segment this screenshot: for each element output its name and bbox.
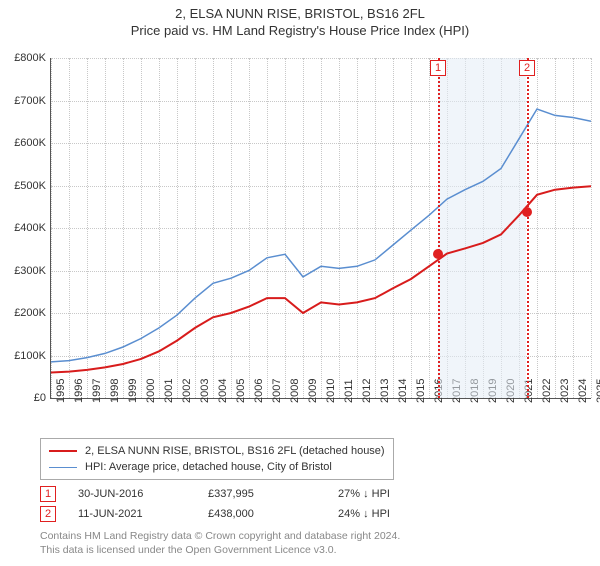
- legend-item: HPI: Average price, detached house, City…: [49, 459, 385, 475]
- y-axis-label: £200K: [14, 307, 46, 319]
- sale-row-badge: 2: [40, 506, 56, 522]
- legend-item: 2, ELSA NUNN RISE, BRISTOL, BS16 2FL (de…: [49, 443, 385, 459]
- sale-date: 11-JUN-2021: [78, 508, 208, 520]
- sale-delta: 24% ↓ HPI: [338, 508, 468, 520]
- sale-price: £337,995: [208, 488, 338, 500]
- sale-row: 1 30-JUN-2016£337,99527% ↓ HPI: [40, 484, 468, 504]
- sale-price: £438,000: [208, 508, 338, 520]
- sale-badge: 1: [430, 60, 446, 76]
- y-axis-label: £500K: [14, 180, 46, 192]
- legend: 2, ELSA NUNN RISE, BRISTOL, BS16 2FL (de…: [40, 438, 394, 480]
- legend-label: HPI: Average price, detached house, City…: [85, 461, 332, 473]
- y-axis-label: £100K: [14, 350, 46, 362]
- y-axis-label: £600K: [14, 137, 46, 149]
- credit-line: Contains HM Land Registry data © Crown c…: [40, 530, 400, 544]
- chart-title: 2, ELSA NUNN RISE, BRISTOL, BS16 2FL: [0, 6, 600, 21]
- legend-label: 2, ELSA NUNN RISE, BRISTOL, BS16 2FL (de…: [85, 445, 385, 457]
- y-axis-label: £0: [34, 392, 46, 404]
- sale-line: [438, 58, 440, 398]
- sale-date: 30-JUN-2016: [78, 488, 208, 500]
- y-axis-label: £300K: [14, 265, 46, 277]
- y-axis-label: £400K: [14, 222, 46, 234]
- credit-line: This data is licensed under the Open Gov…: [40, 544, 400, 558]
- sales-list: 1 30-JUN-2016£337,99527% ↓ HPI 2 11-JUN-202…: [40, 484, 468, 524]
- sale-row: 2 11-JUN-2021£438,00024% ↓ HPI: [40, 504, 468, 524]
- credits: Contains HM Land Registry data © Crown c…: [40, 530, 400, 557]
- y-axis-label: £700K: [14, 95, 46, 107]
- sale-delta: 27% ↓ HPI: [338, 488, 468, 500]
- chart-svg: [51, 58, 591, 398]
- series-hpi: [51, 109, 591, 362]
- x-axis-label: 2025: [595, 379, 600, 403]
- legend-swatch: [49, 467, 77, 468]
- sale-line: [527, 58, 529, 398]
- chart-subtitle: Price paid vs. HM Land Registry's House …: [0, 23, 600, 38]
- sale-row-badge: 1: [40, 486, 56, 502]
- y-axis-label: £800K: [14, 52, 46, 64]
- chart-plot: £0£100K£200K£300K£400K£500K£600K£700K£80…: [50, 58, 590, 398]
- sale-marker: [433, 249, 443, 259]
- legend-swatch: [49, 450, 77, 452]
- sale-badge: 2: [519, 60, 535, 76]
- series-property_price: [51, 186, 591, 372]
- sale-marker: [522, 207, 532, 217]
